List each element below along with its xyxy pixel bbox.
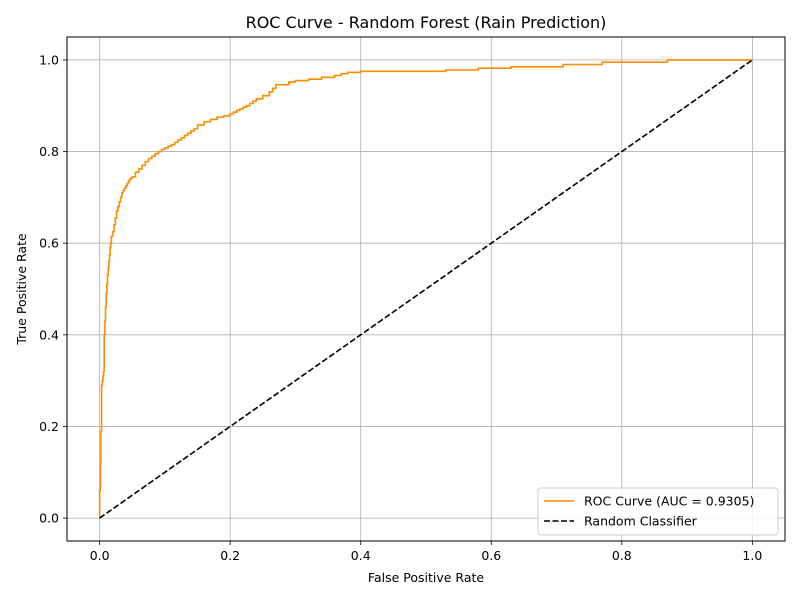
plot-series — [98, 59, 753, 519]
roc-curve-line — [98, 59, 753, 519]
x-tick-label: 0.0 — [90, 548, 110, 563]
x-tick-label: 0.6 — [481, 548, 501, 563]
y-tick-label: 0.2 — [39, 419, 59, 434]
y-tick-label: 0.0 — [39, 511, 59, 526]
y-tick-label: 0.6 — [39, 236, 59, 251]
legend-box — [537, 487, 779, 536]
legend-label-random: Random Classifier — [584, 514, 698, 529]
y-axis-label: True Positive Rate — [14, 233, 29, 346]
legend-label-roc: ROC Curve (AUC = 0.9305) — [584, 494, 754, 509]
y-ticks: 0.0 0.2 0.4 0.6 0.8 1.0 — [39, 52, 67, 526]
y-tick-label: 1.0 — [39, 52, 59, 67]
x-tick-label: 0.8 — [612, 548, 632, 563]
x-tick-label: 1.0 — [742, 548, 762, 563]
plot-frame — [66, 36, 786, 542]
y-tick-label: 0.4 — [39, 327, 59, 342]
chart-title: ROC Curve - Random Forest (Rain Predicti… — [246, 13, 607, 32]
x-axis-label: False Positive Rate — [368, 570, 484, 585]
random-classifier-line — [99, 59, 753, 519]
x-tick-label: 0.4 — [351, 548, 371, 563]
grid — [67, 37, 785, 541]
x-tick-label: 0.2 — [220, 548, 240, 563]
legend: ROC Curve (AUC = 0.9305) Random Classifi… — [537, 487, 779, 536]
x-ticks: 0.0 0.2 0.4 0.6 0.8 1.0 — [90, 541, 762, 563]
y-tick-label: 0.8 — [39, 144, 59, 159]
